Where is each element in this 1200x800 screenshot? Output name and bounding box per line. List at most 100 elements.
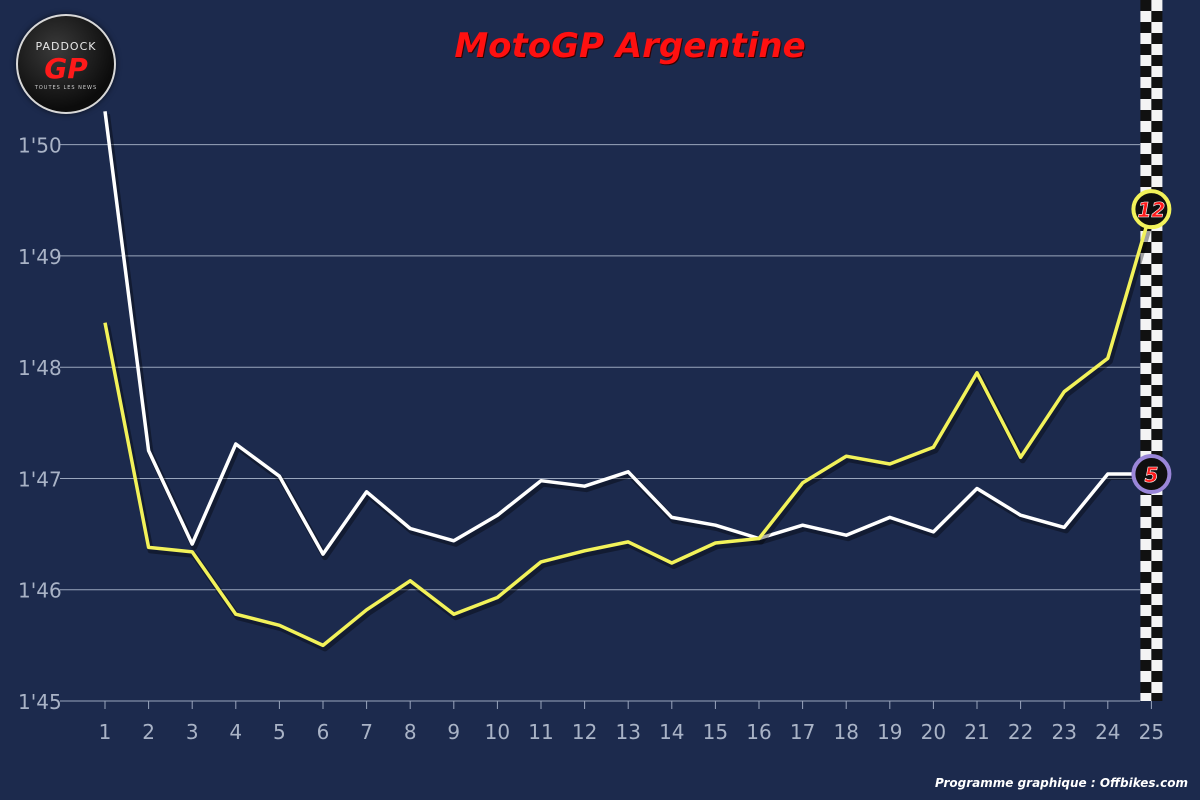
series-shadow	[104, 211, 1157, 652]
x-tick-label: 6	[317, 720, 330, 744]
x-tick-label: 8	[404, 720, 417, 744]
flag-square	[1140, 616, 1152, 627]
flag-square	[1140, 297, 1152, 308]
flag-square	[1151, 517, 1163, 528]
x-tick-label: 10	[485, 720, 510, 744]
x-tick-label: 24	[1095, 720, 1120, 744]
chart-title: MotoGP Argentine	[454, 26, 806, 66]
flag-square	[1151, 539, 1163, 550]
rider-badge-number: 5	[1144, 463, 1158, 487]
flag-square	[1140, 165, 1152, 176]
flag-square	[1140, 341, 1152, 352]
flag-square	[1151, 88, 1163, 99]
x-tick-label: 2	[142, 720, 155, 744]
flag-square	[1140, 33, 1152, 44]
rider-badge-circle	[1131, 454, 1172, 495]
flag-square	[1140, 418, 1152, 429]
flag-square	[1151, 671, 1163, 682]
flag-square	[1140, 374, 1152, 385]
flag-square	[1140, 264, 1152, 275]
flag-square	[1151, 693, 1163, 701]
y-tick-label: 1'45	[18, 690, 62, 714]
flag-square	[1151, 44, 1163, 55]
flag-square	[1151, 561, 1163, 572]
flag-square	[1151, 594, 1163, 605]
x-tick-label: 23	[1051, 720, 1076, 744]
flag-square	[1140, 11, 1152, 22]
flag-square	[1151, 506, 1163, 517]
flag-square	[1140, 176, 1152, 187]
flag-square	[1140, 638, 1152, 649]
flag-square	[1151, 352, 1163, 363]
x-tick-label: 21	[964, 720, 989, 744]
flag-square	[1140, 110, 1152, 121]
flag-square	[1151, 374, 1163, 385]
logo-sub-text: TOUTES LES NEWS	[34, 85, 98, 91]
flag-square	[1151, 583, 1163, 594]
flag-square	[1151, 440, 1163, 451]
flag-square	[1140, 407, 1152, 418]
rider-badge-circle	[1131, 189, 1172, 230]
flag-square	[1140, 55, 1152, 66]
y-tick-label: 1'47	[18, 467, 62, 491]
flag-square	[1151, 110, 1163, 121]
rider-badges: 12 5	[1131, 189, 1172, 495]
flag-square	[1140, 154, 1152, 165]
flag-square	[1140, 440, 1152, 451]
flag-square	[1140, 550, 1152, 561]
flag-square	[1140, 286, 1152, 297]
flag-square	[1140, 627, 1152, 638]
flag-square	[1151, 297, 1163, 308]
x-tick-label: 11	[528, 720, 553, 744]
flag-square	[1151, 319, 1163, 330]
flag-square	[1140, 539, 1152, 550]
checkered-flag	[1140, 0, 1163, 701]
flag-square	[1151, 616, 1163, 627]
flag-square	[1151, 649, 1163, 660]
flag-square	[1140, 649, 1152, 660]
flag-square	[1151, 121, 1163, 132]
flag-square	[1140, 44, 1152, 55]
x-tick-label: 17	[790, 720, 815, 744]
flag-square	[1140, 330, 1152, 341]
flag-square	[1140, 22, 1152, 33]
flag-square	[1140, 693, 1152, 701]
flag-square	[1151, 660, 1163, 671]
logo-top-text: PADDOCK	[35, 40, 97, 53]
flag-square	[1151, 176, 1163, 187]
x-tick-label: 20	[921, 720, 946, 744]
flag-square	[1151, 55, 1163, 66]
flag-square	[1151, 429, 1163, 440]
flag-square	[1151, 253, 1163, 264]
flag-square	[1151, 275, 1163, 286]
flag-square	[1140, 682, 1152, 693]
flag-square	[1151, 363, 1163, 374]
flag-square	[1140, 495, 1152, 506]
flag-square	[1151, 528, 1163, 539]
flag-square	[1140, 308, 1152, 319]
flag-square	[1151, 132, 1163, 143]
flag-square	[1140, 0, 1152, 11]
flag-square	[1140, 385, 1152, 396]
flag-square	[1151, 605, 1163, 616]
x-tick-label: 15	[703, 720, 728, 744]
flag-square	[1151, 407, 1163, 418]
flag-square	[1140, 671, 1152, 682]
flag-square	[1151, 165, 1163, 176]
flag-square	[1140, 121, 1152, 132]
x-tick-label: 5	[273, 720, 286, 744]
flag-square	[1151, 66, 1163, 77]
flag-square	[1151, 242, 1163, 253]
flag-square	[1151, 33, 1163, 44]
flag-square	[1140, 275, 1152, 286]
x-tick-label: 7	[360, 720, 373, 744]
flag-square	[1151, 231, 1163, 242]
flag-square	[1151, 396, 1163, 407]
x-tick-label: 18	[833, 720, 858, 744]
flag-square	[1151, 330, 1163, 341]
x-tick-label: 25	[1139, 720, 1164, 744]
flag-square	[1140, 572, 1152, 583]
logo-main-text: GP	[44, 52, 88, 85]
y-tick-label: 1'49	[18, 245, 62, 269]
